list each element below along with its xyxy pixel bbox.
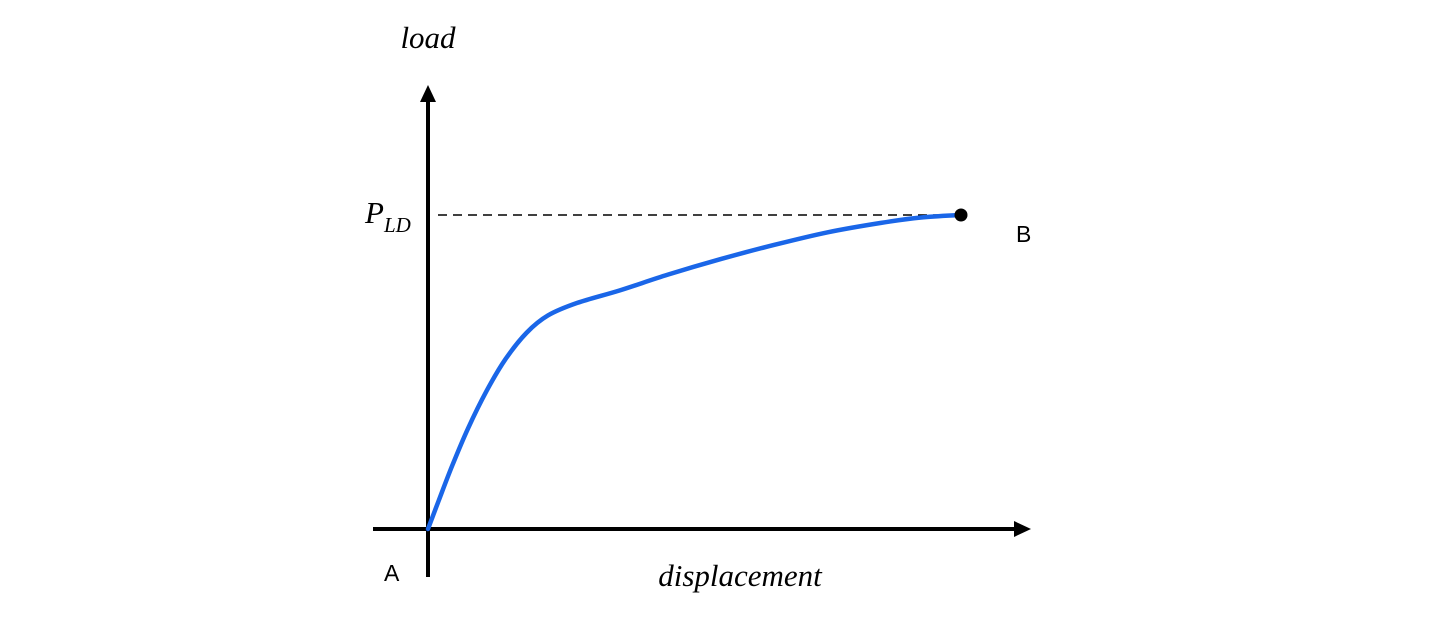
start-point-label: A: [384, 560, 400, 586]
reference-label-subscript: LD: [383, 213, 411, 237]
reference-label-main: P: [364, 195, 384, 230]
reference-line-label: PLD: [364, 195, 411, 237]
y-axis-arrow: [420, 85, 436, 102]
end-point-label: B: [1016, 221, 1031, 247]
series-line: [425, 212, 964, 532]
y-axis-label: load: [400, 20, 456, 55]
x-axis-arrow: [1014, 521, 1031, 537]
x-axis-label: displacement: [658, 558, 823, 593]
end-point-marker: [954, 208, 968, 222]
